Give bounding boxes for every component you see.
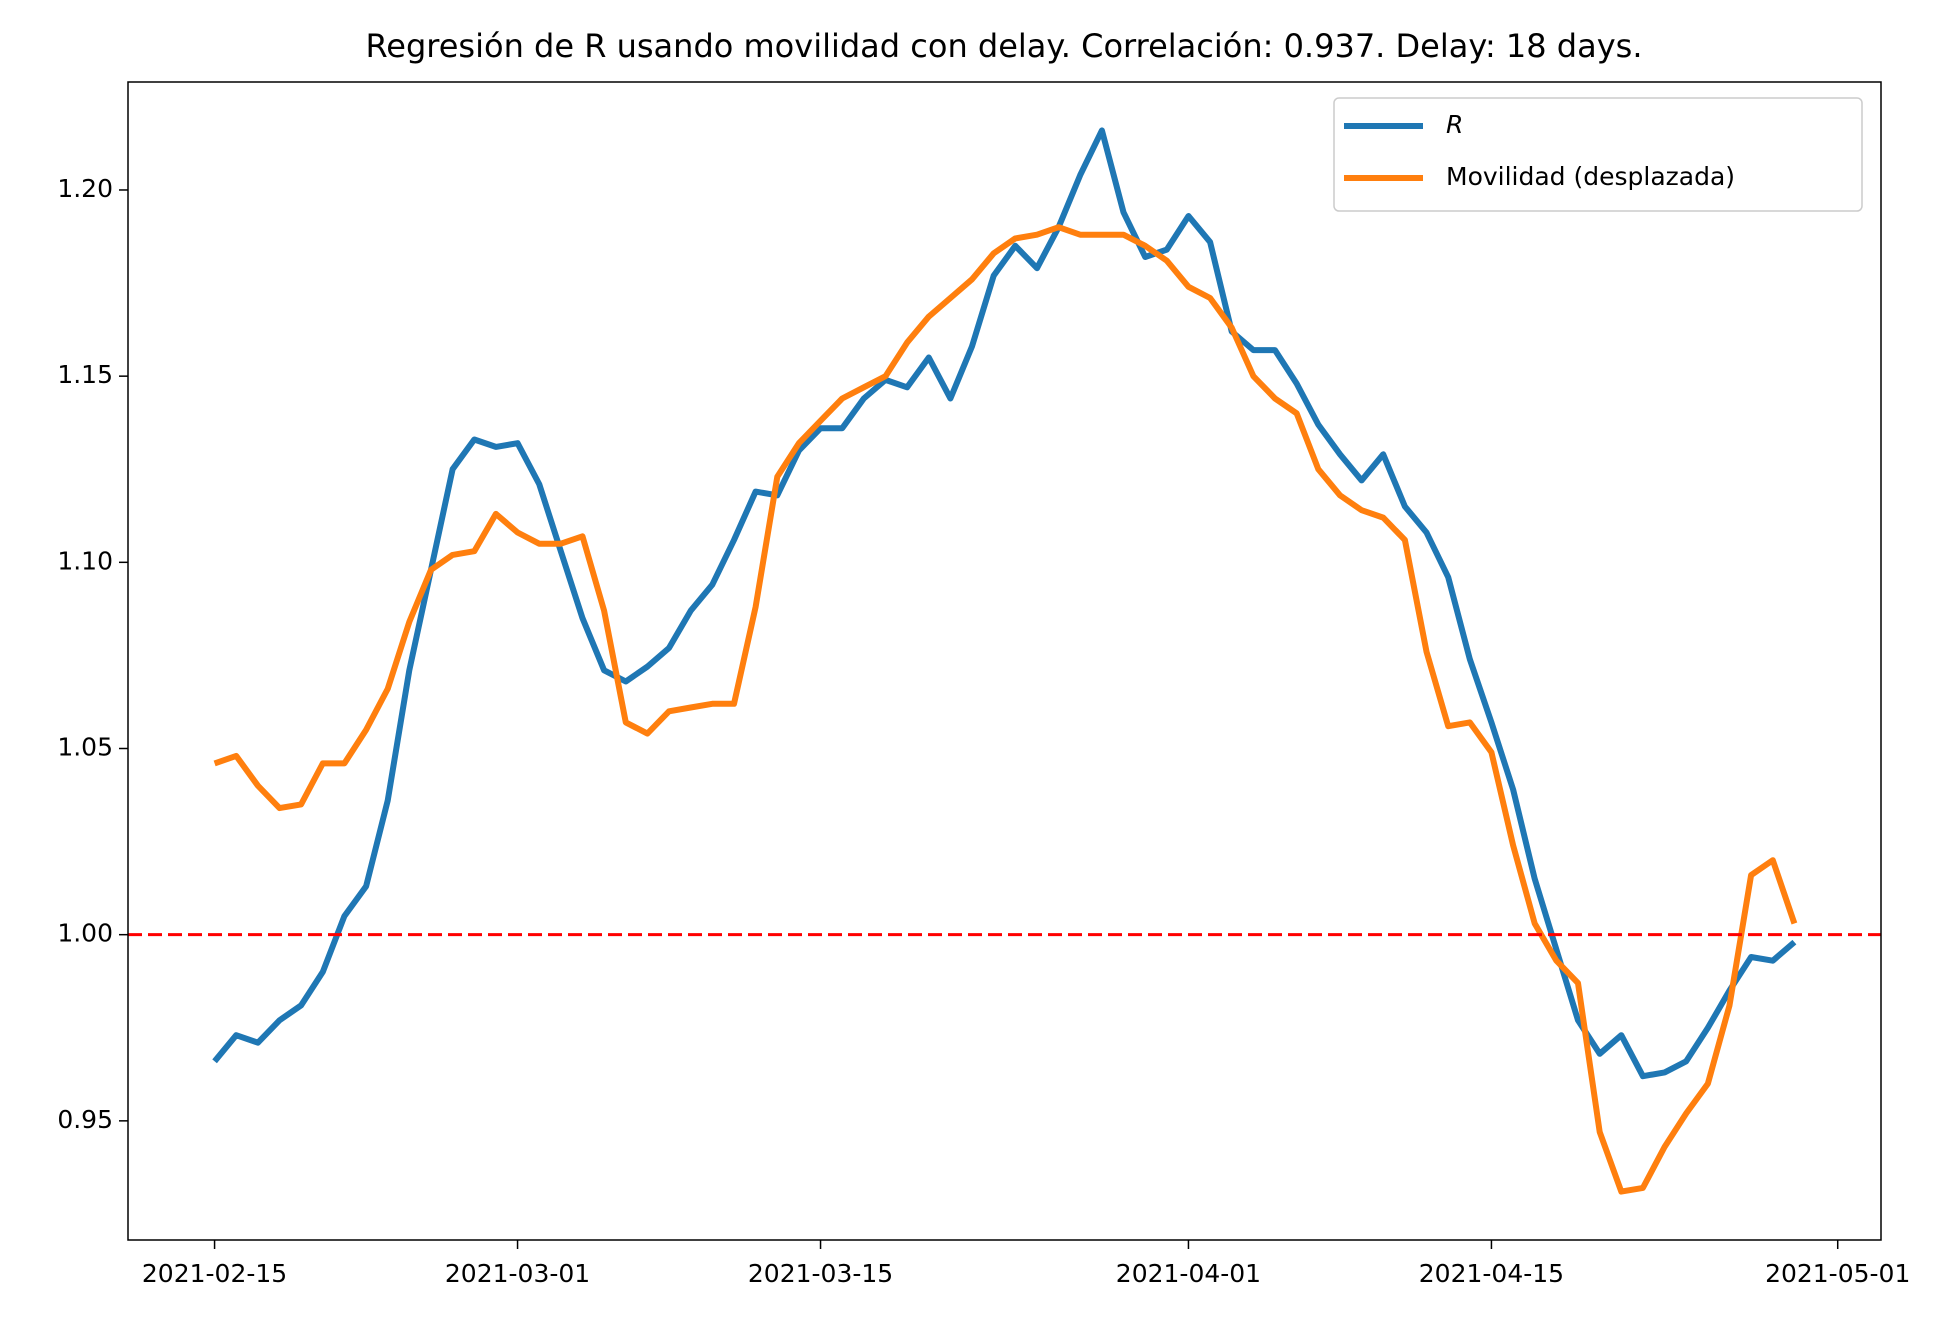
- y-tick-label: 1.00: [57, 919, 113, 948]
- x-tick-label: 2021-03-01: [445, 1259, 590, 1288]
- y-tick-label: 0.95: [57, 1105, 113, 1134]
- plot-frame: [127, 81, 1882, 1241]
- y-tick-label: 1.05: [57, 733, 113, 762]
- x-tick-label: 2021-03-15: [748, 1259, 893, 1288]
- series-line: [212, 127, 1797, 1080]
- x-tick-label: 2021-02-15: [142, 1259, 287, 1288]
- x-tick-label: 2021-04-01: [1116, 1259, 1261, 1288]
- x-tick-label: 2021-04-15: [1419, 1259, 1564, 1288]
- series-line: [213, 224, 1798, 1195]
- y-tick-label: 1.10: [57, 546, 113, 575]
- y-tick-label: 1.15: [57, 360, 113, 389]
- y-tick-label: 1.20: [57, 174, 113, 203]
- legend-label: R: [1446, 110, 1463, 139]
- chart-title: Regresión de R usando movilidad con dela…: [365, 27, 1642, 65]
- legend-box: [1333, 97, 1863, 212]
- x-tick-label: 2021-05-01: [1765, 1259, 1910, 1288]
- legend-label: Movilidad (desplazada): [1446, 162, 1735, 191]
